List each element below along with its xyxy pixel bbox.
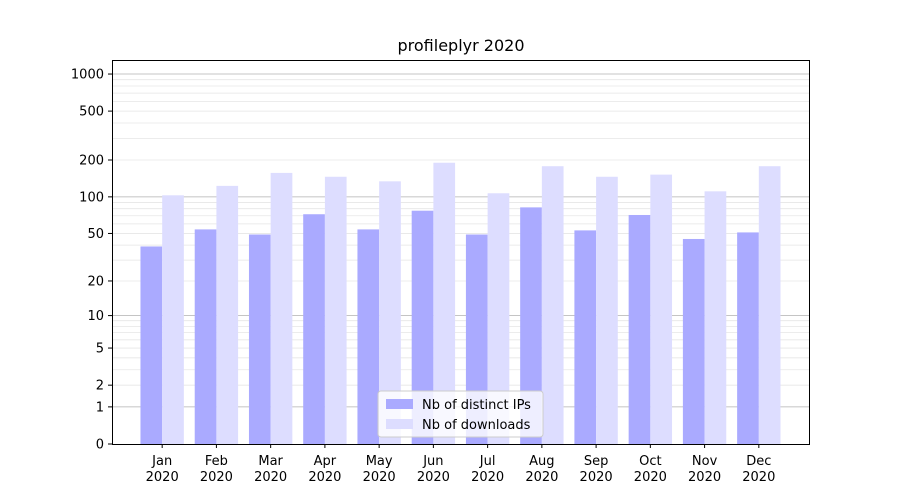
y-tick-label: 500 — [79, 105, 104, 120]
y-tick-label: 10 — [87, 309, 104, 324]
y-tick-label: 50 — [87, 227, 104, 242]
x-tick-label: Dec 2020 — [742, 454, 775, 485]
bar-distinct-ips — [520, 207, 542, 444]
bar-downloads — [704, 191, 727, 444]
bar-downloads — [433, 162, 456, 444]
x-tick-label: Jul 2020 — [471, 454, 504, 485]
x-tick-label: Feb 2020 — [200, 454, 233, 485]
x-tick-label: Oct 2020 — [634, 454, 667, 485]
bar-downloads — [324, 176, 347, 444]
y-tick-label: 100 — [79, 190, 104, 205]
bar-downloads — [270, 172, 293, 444]
x-tick-label: Jun 2020 — [417, 454, 450, 485]
x-tick-label: Nov 2020 — [688, 454, 721, 485]
legend-label: Nb of downloads — [422, 418, 531, 433]
bars — [140, 162, 781, 445]
y-tick-label: 0 — [96, 438, 104, 453]
bar-distinct-ips — [303, 214, 325, 444]
bar-distinct-ips — [140, 246, 163, 444]
y-tick-label: 5 — [96, 342, 104, 357]
bar-downloads — [758, 166, 781, 445]
x-tick-label: Mar 2020 — [254, 454, 287, 485]
bar-downloads — [379, 181, 401, 444]
bar-distinct-ips — [737, 232, 759, 444]
bar-distinct-ips — [248, 234, 271, 444]
bar-distinct-ips — [194, 229, 217, 444]
y-tick-label: 1 — [96, 400, 104, 415]
x-tick-label: May 2020 — [363, 454, 396, 485]
x-tick-label: Aug 2020 — [525, 454, 558, 485]
legend-label: Nb of distinct IPs — [422, 398, 531, 413]
legend-swatch — [386, 399, 413, 409]
bar-downloads — [541, 166, 564, 445]
legend: Nb of distinct IPs Nb of downloads — [377, 390, 544, 438]
bar-distinct-ips — [574, 230, 597, 444]
plot-frame — [112, 60, 810, 445]
bar-downloads — [487, 193, 510, 444]
bar-downloads — [596, 176, 618, 444]
x-tick-label: Jan 2020 — [146, 454, 179, 485]
chart-title: profileplyr 2020 — [398, 36, 525, 55]
legend-box — [377, 390, 544, 438]
y-tick-label: 2 — [96, 379, 104, 394]
bar-distinct-ips — [357, 229, 380, 444]
x-tick-label: Sep 2020 — [580, 454, 613, 485]
bar-downloads — [162, 195, 184, 444]
y-tick-label: 1000 — [71, 68, 104, 83]
x-axis: Jan 2020 Feb 2020 Mar 2020 Apr 2020 May 2020 Jun 20… — [146, 444, 775, 485]
bar-distinct-ips — [411, 210, 434, 444]
y-axis: 0 1 2 5 10 20 50 100 200 500 1000 — [71, 68, 112, 453]
legend-swatch — [386, 419, 413, 429]
bar-distinct-ips — [628, 214, 651, 444]
y-tick-label: 200 — [79, 154, 104, 169]
bar-downloads — [650, 174, 673, 445]
bar-distinct-ips — [682, 238, 705, 444]
bar-downloads — [216, 185, 239, 445]
x-tick-label: Apr 2020 — [308, 454, 341, 485]
y-tick-label: 20 — [87, 274, 104, 289]
